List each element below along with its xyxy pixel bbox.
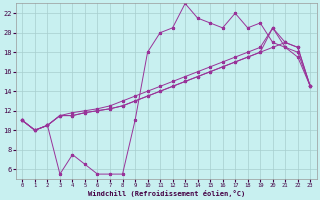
X-axis label: Windchill (Refroidissement éolien,°C): Windchill (Refroidissement éolien,°C)	[88, 190, 245, 197]
